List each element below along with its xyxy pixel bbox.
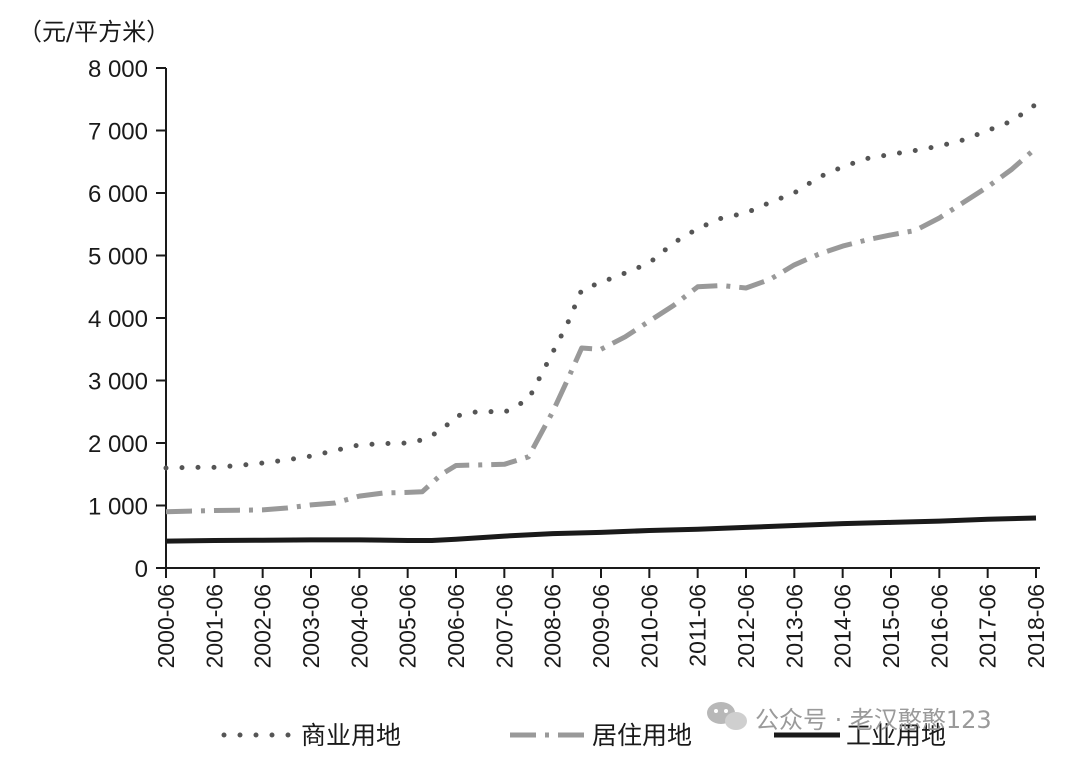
y-tick-label: 3 000 <box>88 369 148 396</box>
x-tick-label: 2003-06 <box>298 584 324 668</box>
x-tick-label: 2011-06 <box>685 584 711 667</box>
y-tick-label: 5 000 <box>88 244 148 271</box>
y-tick-label: 0 <box>135 556 148 583</box>
x-tick-label: 2006-06 <box>443 584 469 668</box>
x-tick-label: 2018-06 <box>1023 584 1049 668</box>
x-tick-label: 2012-06 <box>733 584 759 668</box>
y-tick-label: 6 000 <box>88 181 148 208</box>
series-line-0 <box>163 101 1039 471</box>
y-axis-unit-label: （元/平方米） <box>18 18 170 46</box>
x-tick-label: 2005-06 <box>395 584 421 668</box>
legend: 商业用地 居住用地 工业用地 <box>221 721 946 750</box>
y-axis: 0 1 000 2 000 3 000 4 000 5 000 6 000 7 000 8 00… <box>88 56 167 583</box>
x-tick-label: 2016-06 <box>926 584 952 668</box>
y-tick-label: 8 000 <box>88 56 148 83</box>
x-tick-label: 2001-06 <box>201 584 227 668</box>
x-axis: 2000-06 2001-06 2002-06 2003-06 2004-06 2005-… <box>153 567 1049 668</box>
wechat-icon <box>707 702 747 730</box>
legend-label-industrial: 工业用地 <box>846 721 946 750</box>
x-tick-label: 2002-06 <box>250 584 276 668</box>
y-tick-label: 1 000 <box>88 494 148 521</box>
x-tick-label: 2009-06 <box>588 584 614 668</box>
x-tick-label: 2007-06 <box>491 584 517 668</box>
watermark: 公众号 · 老汉憨憨123 <box>707 702 992 734</box>
x-tick-label: 2008-06 <box>540 584 566 668</box>
series-line-2 <box>165 515 1037 544</box>
y-tick-label: 7 000 <box>88 119 148 146</box>
x-tick-label: 2004-06 <box>346 584 372 668</box>
x-tick-label: 2017-06 <box>975 584 1001 668</box>
y-tick-label: 4 000 <box>88 306 148 333</box>
legend-label-commercial: 商业用地 <box>301 721 401 750</box>
x-tick-label: 2014-06 <box>830 584 856 668</box>
legend-label-residential: 居住用地 <box>592 721 692 750</box>
series-layer <box>163 101 1039 544</box>
x-tick-label: 2000-06 <box>153 584 179 668</box>
series-line-1 <box>165 146 1038 515</box>
x-tick-label: 2015-06 <box>878 584 904 668</box>
x-tick-label: 2010-06 <box>636 584 662 668</box>
x-tick-label: 2013-06 <box>781 584 807 668</box>
y-tick-label: 2 000 <box>88 431 148 458</box>
watermark-text: 公众号 · 老汉憨憨123 <box>755 706 992 734</box>
